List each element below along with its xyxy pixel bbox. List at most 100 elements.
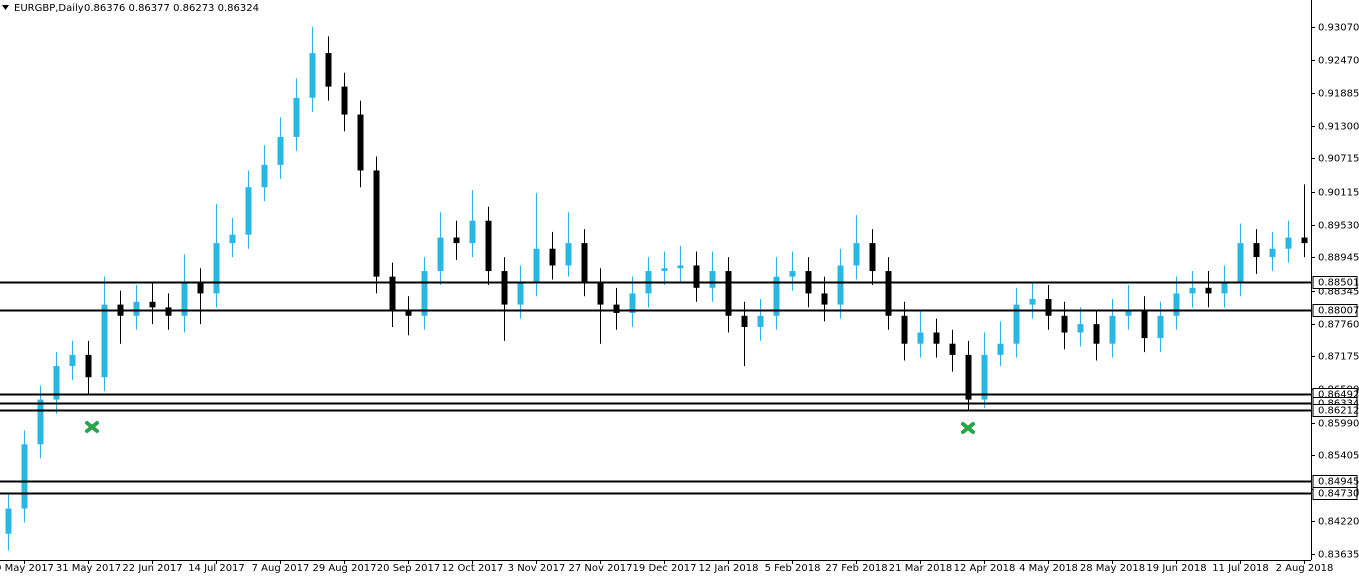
x-tick-label: 31 May 2017 xyxy=(56,563,121,574)
candle-body xyxy=(693,265,700,288)
candle-body xyxy=(437,237,444,272)
candle-body xyxy=(949,343,956,355)
y-tick-label: 0.92470 xyxy=(1318,56,1359,67)
candle-body xyxy=(501,271,508,305)
candle-body xyxy=(165,307,172,316)
y-tick-label: 0.93070 xyxy=(1318,23,1359,34)
candle-body xyxy=(725,271,732,316)
candle-body xyxy=(293,97,300,137)
y-tick-label: 0.91885 xyxy=(1318,89,1359,100)
candle-body xyxy=(1221,282,1228,294)
candle-body xyxy=(1045,299,1052,316)
candle-body xyxy=(1093,324,1100,344)
x-tick-label: 7 Aug 2017 xyxy=(252,563,310,574)
level-label: 0.88007 xyxy=(1318,306,1359,317)
candle-body xyxy=(549,248,556,266)
candle-body xyxy=(581,243,588,283)
x-tick-label: 28 May 2018 xyxy=(1080,563,1145,574)
y-tick-label: 0.84220 xyxy=(1318,517,1359,528)
candle-body xyxy=(981,354,988,400)
candle-body xyxy=(213,243,220,294)
candle-body xyxy=(181,282,188,316)
x-tick-label: 5 Feb 2018 xyxy=(765,563,821,574)
y-tick-label: 0.87760 xyxy=(1318,320,1359,331)
y-tick-label: 0.91300 xyxy=(1318,122,1359,133)
candle-body xyxy=(917,332,924,344)
y-tick-label: 0.89530 xyxy=(1318,221,1359,232)
x-tick-label: 27 Nov 2017 xyxy=(568,563,632,574)
candle-body xyxy=(21,444,28,509)
x-tick-label: 12 Oct 2017 xyxy=(442,563,504,574)
candle-body xyxy=(357,114,364,171)
candle-body xyxy=(37,399,44,445)
candle-body xyxy=(613,304,620,313)
marker xyxy=(85,421,99,433)
candle-body xyxy=(133,301,140,316)
marker xyxy=(961,422,975,434)
candle-body xyxy=(901,315,908,344)
level-label-box xyxy=(1312,276,1358,289)
candle-body xyxy=(1253,243,1260,258)
y-tick-label: 0.87175 xyxy=(1318,352,1359,363)
candle-body xyxy=(965,354,972,400)
candle-body xyxy=(1013,304,1020,344)
candle-body xyxy=(1173,293,1180,316)
candle-body xyxy=(517,282,524,305)
level-label-box xyxy=(1312,304,1358,317)
candle-body xyxy=(245,187,252,235)
candle-body xyxy=(1157,315,1164,339)
candle-body xyxy=(1061,315,1068,333)
ohlc-readout: 0.86376 0.86377 0.86273 0.86324 xyxy=(84,3,259,14)
x-tick-label: 29 Aug 2017 xyxy=(312,563,376,574)
candle-body xyxy=(53,366,60,400)
level-label: 0.86212 xyxy=(1318,406,1359,417)
level-label-box xyxy=(1312,404,1358,417)
candle-body xyxy=(309,53,316,98)
candle-body xyxy=(5,508,12,534)
y-tick-label: 0.85990 xyxy=(1318,419,1359,430)
level-label: 0.84730 xyxy=(1318,489,1359,500)
candle-body xyxy=(597,282,604,305)
y-tick-label: 0.90115 xyxy=(1318,188,1359,199)
candle-body xyxy=(341,86,348,115)
candle-body xyxy=(1285,237,1292,249)
y-tick-label: 0.83635 xyxy=(1318,550,1359,561)
candle-body xyxy=(853,243,860,266)
level-label: 0.86492 xyxy=(1318,390,1359,401)
candle-body xyxy=(277,136,284,165)
candle-body xyxy=(821,293,828,305)
candle-body xyxy=(373,170,380,277)
candle-body xyxy=(1125,310,1132,316)
candle-body xyxy=(69,354,76,367)
candle-body xyxy=(677,265,684,269)
candle-body xyxy=(389,276,396,311)
candle-body xyxy=(661,268,668,272)
candle-body xyxy=(933,332,940,344)
candle-body xyxy=(997,343,1004,355)
y-tick-label: 0.90715 xyxy=(1318,154,1359,165)
x-tick-label: 2 Aug 2018 xyxy=(1276,563,1334,574)
candle-body xyxy=(405,310,412,316)
candle-body xyxy=(421,271,428,316)
candle-body xyxy=(709,271,716,288)
candle-body xyxy=(1269,248,1276,258)
x-tick-label: 20 Sep 2017 xyxy=(377,563,440,574)
candle-body xyxy=(885,271,892,316)
candle-body xyxy=(261,164,268,188)
x-tick-label: 19 Dec 2017 xyxy=(633,563,697,574)
y-tick-label: 0.88945 xyxy=(1318,253,1359,264)
x-tick-label: 27 Feb 2018 xyxy=(825,563,887,574)
y-tick-label: 0.88345 xyxy=(1318,287,1359,298)
x-tick-label: 22 Jun 2017 xyxy=(122,563,182,574)
candle-body xyxy=(1189,287,1196,294)
candle-body xyxy=(453,237,460,244)
candle-body xyxy=(1205,287,1212,294)
candle-body xyxy=(533,248,540,283)
x-tick-label: 14 Jul 2017 xyxy=(188,563,245,574)
x-tick-label: 19 Jun 2018 xyxy=(1146,563,1206,574)
candle-body xyxy=(773,276,780,316)
x-tick-label: 9 May 2017 xyxy=(0,563,54,574)
menu-arrow[interactable] xyxy=(2,5,9,10)
